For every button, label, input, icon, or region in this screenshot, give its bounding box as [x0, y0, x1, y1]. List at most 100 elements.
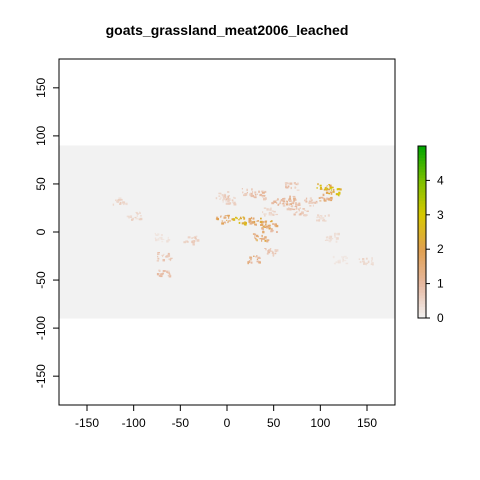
raster-cell — [160, 236, 163, 239]
raster-cell — [301, 211, 304, 214]
raster-cell — [309, 197, 312, 200]
raster-cell — [224, 197, 226, 200]
raster-cell — [304, 199, 306, 202]
raster-cell — [304, 214, 306, 216]
raster-cell — [233, 218, 236, 221]
raster-cell — [324, 215, 326, 217]
region-north-america-west — [112, 197, 128, 206]
region-south-america-north — [154, 232, 171, 243]
y-tick-label: -100 — [34, 316, 48, 340]
raster-cell — [294, 186, 296, 189]
raster-cell — [271, 210, 274, 212]
legend-swatch — [418, 292, 426, 296]
raster-cell — [264, 226, 267, 228]
raster-cell — [304, 199, 307, 201]
legend-swatch — [418, 217, 426, 222]
raster-cell — [274, 223, 277, 225]
raster-cell — [319, 217, 323, 220]
legend-swatch — [418, 229, 426, 233]
y-tick-label: 100 — [34, 126, 48, 146]
raster-cell — [274, 249, 277, 252]
x-tick-label: -50 — [172, 416, 190, 430]
region-southeast-asia — [316, 214, 330, 222]
raster-cell — [266, 208, 269, 211]
raster-cell — [193, 236, 197, 239]
y-tick-label: 50 — [34, 177, 48, 191]
legend-swatch — [418, 214, 426, 219]
raster-cell — [257, 256, 261, 259]
raster-cell — [276, 249, 279, 252]
raster-cell — [192, 241, 194, 243]
raster-cell — [322, 219, 324, 222]
raster-cell — [299, 212, 302, 216]
raster-cell — [255, 256, 257, 258]
raster-cell — [305, 201, 308, 203]
raster-cell — [259, 194, 262, 197]
region-northern-china — [318, 192, 333, 202]
raster-cell — [290, 208, 294, 210]
raster-cell — [308, 201, 311, 205]
raster-cell — [240, 216, 242, 220]
raster-cell — [310, 202, 314, 204]
raster-cell — [277, 203, 280, 206]
raster-cell — [319, 200, 322, 202]
raster-cell — [216, 216, 219, 218]
region-brazil-northeast — [183, 235, 200, 246]
x-tick-label: 0 — [224, 416, 231, 430]
x-tick-label: -100 — [122, 416, 146, 430]
raster-cell — [306, 210, 309, 212]
raster-cell — [255, 237, 257, 239]
raster-cell — [341, 256, 344, 258]
raster-cell — [277, 198, 279, 201]
raster-cell — [329, 235, 333, 238]
raster-cell — [343, 259, 347, 262]
raster-cell — [328, 184, 330, 186]
raster-cell — [264, 214, 266, 217]
raster-cell — [322, 193, 325, 197]
raster-cell — [157, 257, 160, 260]
raster-cell — [272, 223, 275, 225]
legend-swatch — [418, 254, 426, 259]
raster-cell — [157, 233, 160, 236]
raster-cell — [277, 204, 279, 206]
raster-cell — [224, 215, 228, 217]
raster-cell — [224, 194, 227, 197]
raster-cell — [315, 200, 318, 202]
raster-cell — [345, 257, 348, 259]
raster-cell — [285, 202, 288, 204]
raster-cell — [272, 253, 275, 256]
raster-cell — [168, 273, 171, 276]
raster-cell — [218, 195, 221, 197]
legend-tick-label: 4 — [437, 173, 444, 187]
raster-cell — [223, 198, 225, 201]
raster-cell — [313, 201, 315, 204]
raster-cell — [333, 189, 335, 192]
raster-cell — [288, 203, 291, 206]
legend-swatch — [418, 275, 426, 279]
raster-cell — [305, 197, 308, 200]
raster-cell — [326, 238, 328, 241]
raster-cell — [308, 200, 312, 202]
raster-cell — [185, 240, 189, 243]
raster-cell — [345, 262, 349, 265]
region-patagonia — [156, 269, 172, 278]
raster-cell — [158, 269, 161, 272]
raster-cell — [233, 197, 236, 199]
raster-cell — [312, 204, 314, 207]
raster-cell — [157, 253, 160, 255]
raster-cell — [187, 241, 189, 243]
raster-cell — [222, 196, 226, 199]
legend-tick-label: 0 — [437, 311, 444, 325]
raster-cell — [335, 233, 338, 236]
raster-cell — [325, 191, 329, 194]
raster-cell — [290, 205, 293, 207]
y-tick-label: 0 — [34, 228, 48, 235]
raster-cell — [264, 239, 267, 242]
raster-cell — [334, 236, 336, 238]
raster-cell — [262, 228, 264, 231]
x-tick-label: 100 — [310, 416, 330, 430]
raster-cell — [318, 219, 321, 222]
raster-cell — [265, 226, 268, 228]
raster-cell — [251, 193, 253, 195]
raster-cell — [275, 213, 278, 216]
